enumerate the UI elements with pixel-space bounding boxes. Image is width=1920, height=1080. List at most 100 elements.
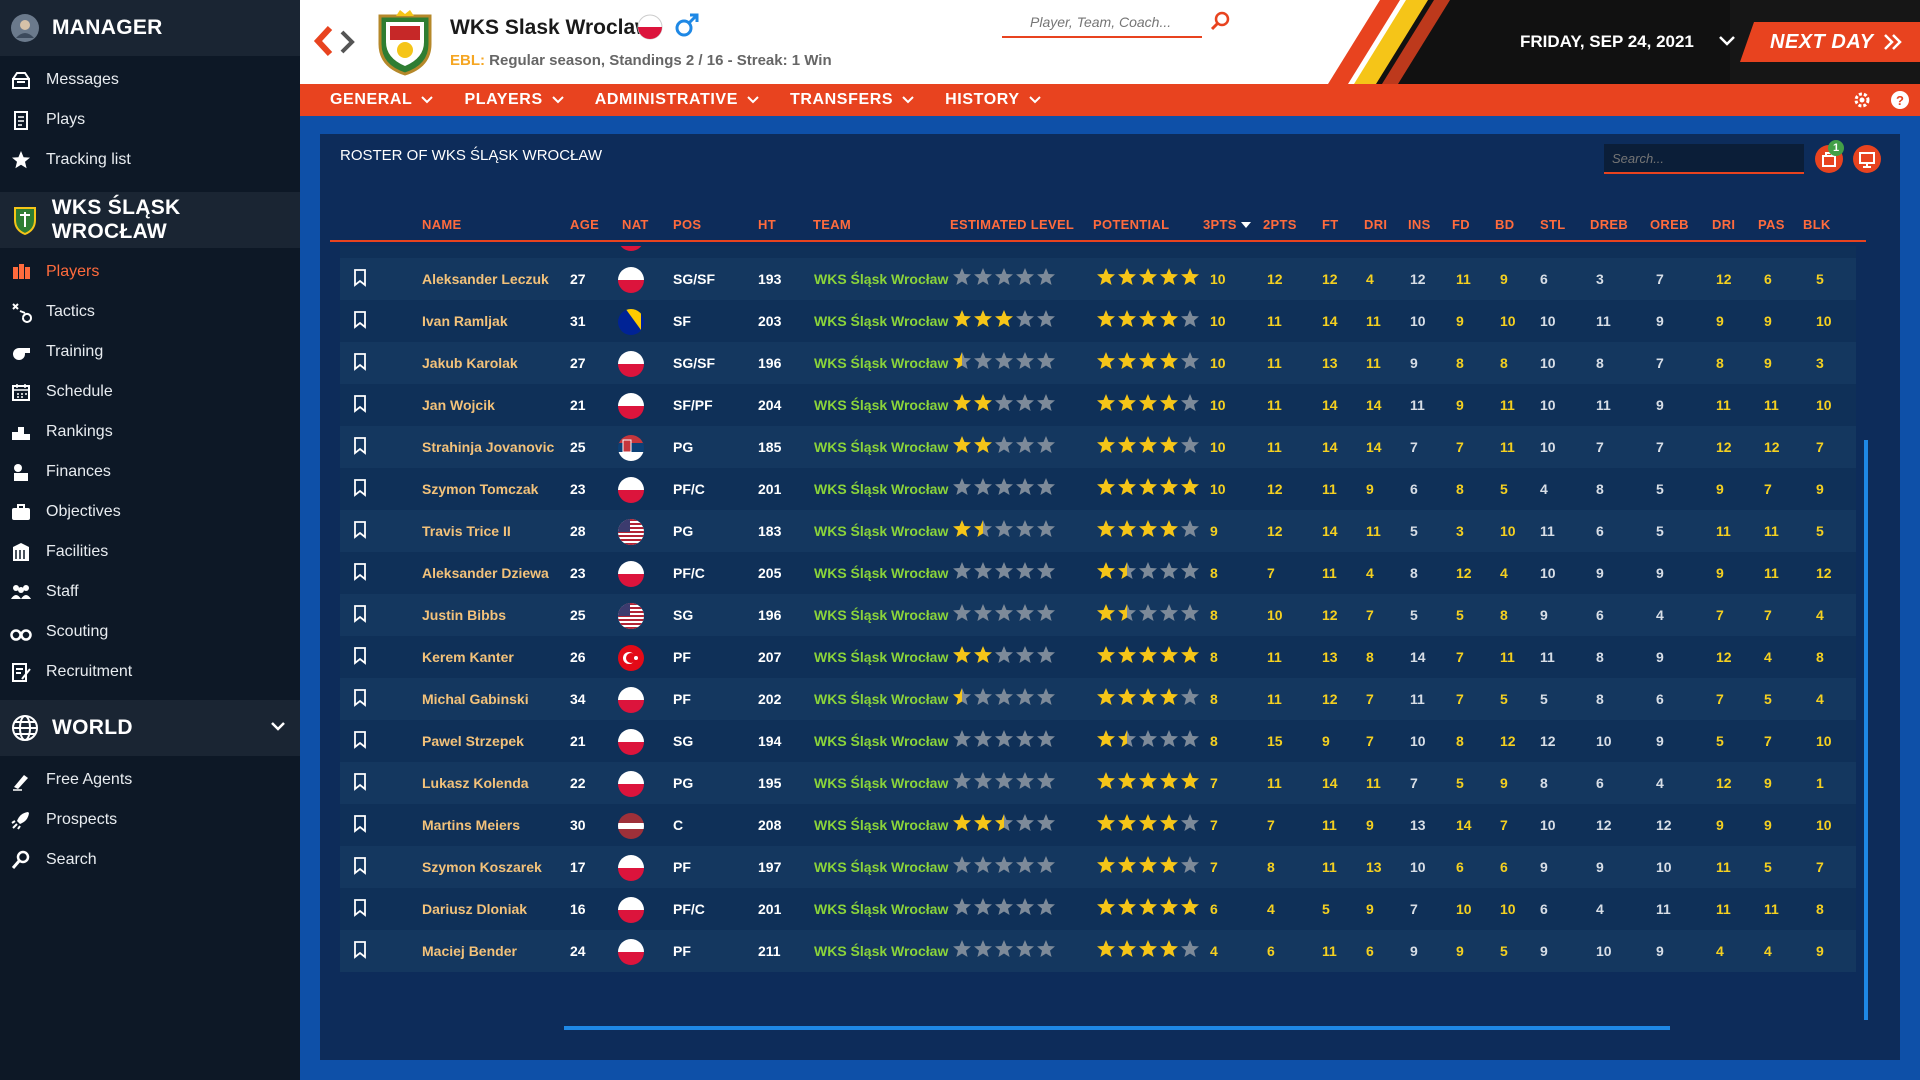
bookmark-icon[interactable] <box>353 353 367 374</box>
player-team[interactable]: WKS Śląsk Wrocław <box>814 607 949 623</box>
table-row[interactable]: Michal Gabinski 34 PF 202 WKS Śląsk Wrocław 8… <box>340 678 1856 720</box>
bookmark-icon[interactable] <box>353 731 367 752</box>
table-row[interactable]: Travis Trice II 28 PG 183 WKS Śląsk Wrocław 9… <box>340 510 1856 552</box>
sidebar-item-players[interactable]: Players <box>0 252 300 292</box>
bookmark-icon[interactable] <box>353 479 367 500</box>
bookmark-icon[interactable] <box>353 563 367 584</box>
sidebar-item-schedule[interactable]: Schedule <box>0 372 300 412</box>
column-header-ins[interactable]: INS <box>1408 217 1431 232</box>
player-team[interactable]: WKS Śląsk Wrocław <box>814 397 949 413</box>
sidebar-item-facilities[interactable]: Facilities <box>0 532 300 572</box>
column-header-pas[interactable]: PAS <box>1758 217 1785 232</box>
table-row[interactable]: Aleksander Leczuk 27 SG/SF 193 WKS Śląsk Wro… <box>340 258 1856 300</box>
roster-search[interactable] <box>1604 144 1804 174</box>
column-header-oreb[interactable]: OREB <box>1650 217 1689 232</box>
column-header-dri[interactable]: DRI <box>1364 217 1387 232</box>
player-name[interactable]: Lukasz Kolenda <box>422 775 529 791</box>
sidebar-item-free-agents[interactable]: Free Agents <box>0 760 300 800</box>
player-team[interactable]: WKS Śląsk Wrocław <box>814 733 949 749</box>
back-arrow-icon[interactable] <box>310 24 338 58</box>
column-header-age[interactable]: AGE <box>570 217 599 232</box>
player-team[interactable]: WKS Śląsk Wrocław <box>814 439 949 455</box>
player-name[interactable]: Ivan Ramljak <box>422 313 508 329</box>
table-row[interactable]: Pawel Strzepek 21 SG 194 WKS Śląsk Wrocław 8 1… <box>340 720 1856 762</box>
player-team[interactable]: WKS Śląsk Wrocław <box>814 565 949 581</box>
player-name[interactable]: Aleksander Dziewa <box>422 565 549 581</box>
player-name[interactable]: Kerem Kanter <box>422 649 514 665</box>
date-chevron-down-icon[interactable] <box>1716 30 1738 52</box>
table-row[interactable]: Dariusz Dloniak 16 PF/C 201 WKS Śląsk Wrocła… <box>340 888 1856 930</box>
bookmark-icon[interactable] <box>353 815 367 836</box>
table-row[interactable]: Aleksander Dziewa 23 PF/C 205 WKS Śląsk Wroc… <box>340 552 1856 594</box>
player-name[interactable]: Jakub Karolak <box>422 355 518 371</box>
bookmark-icon[interactable] <box>353 395 367 416</box>
player-team[interactable]: WKS Śląsk Wrocław <box>814 817 949 833</box>
column-header-pos[interactable]: POS <box>673 217 701 232</box>
table-row[interactable]: Lukasz Kolenda 22 PG 195 WKS Śląsk Wrocław 7 1… <box>340 762 1856 804</box>
chevron-down-icon[interactable] <box>266 714 290 738</box>
sidebar-item-scouting[interactable]: Scouting <box>0 612 300 652</box>
global-search[interactable] <box>1002 8 1230 38</box>
sidebar-item-plays[interactable]: Plays <box>0 100 300 140</box>
vertical-scrollbar[interactable] <box>1864 440 1868 1020</box>
tab-general[interactable]: GENERAL <box>330 91 434 109</box>
table-row[interactable]: Radej Maciej17SF201WKS Śląsk Wrocław1111… <box>340 246 1856 258</box>
tab-players[interactable]: PLAYERS <box>464 91 564 109</box>
column-header-stl[interactable]: STL <box>1540 217 1565 232</box>
table-row[interactable]: Strahinja Jovanovic 25 PG 185 WKS Śląsk Wroc… <box>340 426 1856 468</box>
column-header-ft[interactable]: FT <box>1322 217 1338 232</box>
bookmark-icon[interactable] <box>353 899 367 920</box>
column-header-dreb[interactable]: DREB <box>1590 217 1628 232</box>
player-name[interactable]: Szymon Tomczak <box>422 481 539 497</box>
bookmark-icon[interactable] <box>353 605 367 626</box>
player-team[interactable]: WKS Śląsk Wrocław <box>814 859 949 875</box>
bookmark-icon[interactable] <box>353 311 367 332</box>
bookmark-icon[interactable] <box>353 857 367 878</box>
next-day-button[interactable]: NEXT DAY <box>1740 22 1920 62</box>
column-header-team[interactable]: TEAM <box>813 217 851 232</box>
column-header-fd[interactable]: FD <box>1452 217 1470 232</box>
player-name[interactable]: Szymon Koszarek <box>422 859 542 875</box>
sidebar-item-staff[interactable]: Staff <box>0 572 300 612</box>
player-team[interactable]: WKS Śląsk Wrocław <box>814 313 949 329</box>
gear-icon[interactable] <box>1852 90 1872 110</box>
sidebar-item-tactics[interactable]: Tactics <box>0 292 300 332</box>
player-team[interactable]: WKS Śląsk Wrocław <box>814 943 949 959</box>
sidebar-item-finances[interactable]: Finances <box>0 452 300 492</box>
sidebar-item-search[interactable]: Search <box>0 840 300 880</box>
search-icon[interactable] <box>1210 10 1232 32</box>
bookmark-icon[interactable] <box>353 269 367 290</box>
sidebar-item-messages[interactable]: Messages <box>0 60 300 100</box>
player-name[interactable]: Travis Trice II <box>422 523 511 539</box>
bookmark-icon[interactable] <box>353 941 367 962</box>
sidebar-item-training[interactable]: Training <box>0 332 300 372</box>
table-row[interactable]: Szymon Tomczak 23 PF/C 201 WKS Śląsk Wrocław… <box>340 468 1856 510</box>
roster-search-input[interactable] <box>1604 144 1804 172</box>
sidebar-item-tracking-list[interactable]: Tracking list <box>0 140 300 180</box>
global-search-input[interactable] <box>1002 8 1172 36</box>
player-team[interactable]: WKS Śląsk Wrocław <box>814 355 949 371</box>
column-header-dri[interactable]: DRI <box>1712 217 1735 232</box>
world-section-header[interactable]: WORLD <box>0 700 300 756</box>
player-team[interactable]: WKS Śląsk Wrocław <box>814 775 949 791</box>
sidebar-item-recruitment[interactable]: Recruitment <box>0 652 300 692</box>
tab-administrative[interactable]: ADMINISTRATIVE <box>595 91 760 109</box>
sidebar-item-objectives[interactable]: Objectives <box>0 492 300 532</box>
player-name[interactable]: Pawel Strzepek <box>422 733 524 749</box>
table-row[interactable]: Maciej Bender 24 PF 211 WKS Śląsk Wrocław 4 6 1… <box>340 930 1856 972</box>
column-header-estimated-level[interactable]: ESTIMATED LEVEL <box>950 217 1074 232</box>
table-row[interactable]: Kerem Kanter 26 PF 207 WKS Śląsk Wrocław 8 11 1… <box>340 636 1856 678</box>
player-team[interactable]: WKS Śląsk Wrocław <box>814 691 949 707</box>
player-team[interactable]: WKS Śląsk Wrocław <box>814 271 949 287</box>
column-header-bd[interactable]: BD <box>1495 217 1514 232</box>
player-name[interactable]: Martins Meiers <box>422 817 521 833</box>
bookmark-icon[interactable] <box>353 246 367 248</box>
tab-transfers[interactable]: TRANSFERS <box>790 91 915 109</box>
column-header-2pts[interactable]: 2PTS <box>1263 217 1297 232</box>
bookmark-icon[interactable] <box>353 647 367 668</box>
table-row[interactable]: Jakub Karolak 27 SG/SF 196 WKS Śląsk Wrocław… <box>340 342 1856 384</box>
player-team[interactable]: WKS Śląsk Wrocław <box>814 481 949 497</box>
player-name[interactable]: Aleksander Leczuk <box>422 271 549 287</box>
team-section-header[interactable]: WKS ŚLĄSK WROCŁAW <box>0 192 300 248</box>
table-row[interactable]: Ivan Ramljak 31 SF 203 WKS Śląsk Wrocław 10 11… <box>340 300 1856 342</box>
